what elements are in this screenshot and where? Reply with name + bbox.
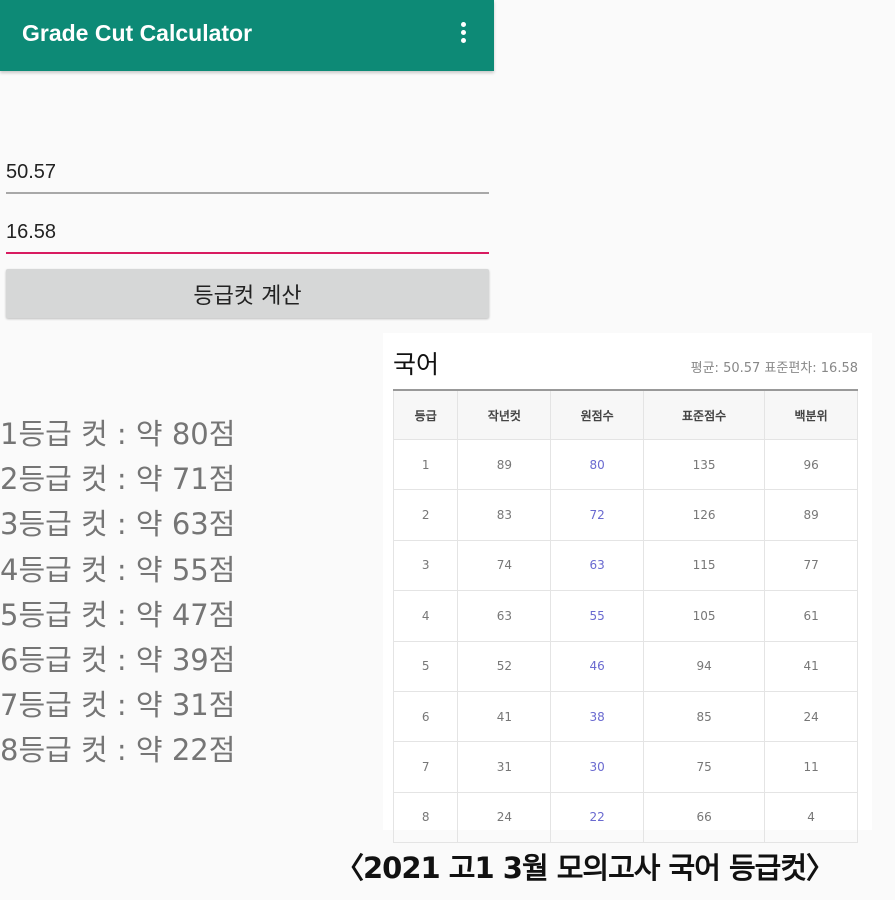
caption: 〈2021 고1 3월 모의고사 국어 등급컷〉 [335,851,835,885]
table-cell: 85 [643,690,766,743]
grade-table: 등급 작년컷 원점수 표준점수 백분위 1 89 80 135 96 2 83 72 126 89 3 74 6… [392,389,858,844]
app-title: Grade Cut Calculator [22,20,253,46]
more-vert-icon[interactable] [452,22,474,50]
table-cell: 1 [392,438,459,491]
app-bar: Grade Cut Calculator [0,0,494,71]
table-cell: 41 [764,640,858,692]
table-row: 7 31 30 75 11 [392,741,858,793]
mean-input[interactable] [6,152,489,194]
table-row: 6 41 38 85 24 [392,690,858,743]
table-cell: 74 [457,539,552,592]
stddev-input[interactable] [6,212,489,254]
result-line: 1등급 컷 : 약 80점 [0,417,236,451]
stats-text: 평균: 50.57 표준편차: 16.58 [690,361,858,376]
table-cell: 2 [392,489,459,541]
calculate-button[interactable]: 등급컷 계산 [6,269,489,318]
table-row: 3 74 63 115 77 [392,539,858,592]
result-line: 6등급 컷 : 약 39점 [0,643,236,678]
table-cell: 30 [550,741,645,793]
table-cell: 94 [643,640,766,692]
result-line: 8등급 컷 : 약 22점 [0,733,236,768]
table-cell: 46 [550,640,645,692]
table-cell: 72 [550,489,645,541]
table-cell: 135 [643,438,766,491]
reference-panel: 국어 평균: 50.57 표준편차: 16.58 등급 작년컷 원점수 표준점수 백분위… [383,333,872,844]
table-cell: 3 [392,539,459,592]
column-header: 백분위 [764,389,858,440]
table-row: 4 63 55 105 61 [392,590,858,642]
table-cell: 105 [643,590,766,642]
table-cell: 41 [457,690,552,743]
table-cell: 8 [392,791,459,844]
table-cell: 63 [550,539,645,592]
table-cell: 61 [764,590,858,642]
result-line: 4등급 컷 : 약 55점 [0,552,236,587]
table-cell: 77 [764,539,858,592]
table-cell: 63 [457,590,552,642]
table-cell: 4 [764,791,858,844]
table-cell: 89 [764,489,858,541]
table-cell: 5 [392,640,459,692]
column-header: 원점수 [550,389,645,440]
table-row: 2 83 72 126 89 [392,489,858,541]
results-list: 1등급 컷 : 약 80점 2등급 컷 : 약 71점 3등급 컷 : 약 63… [0,412,235,774]
table-cell: 55 [550,590,645,642]
table-row: 1 89 80 135 96 [392,438,858,491]
table-cell: 83 [457,489,552,541]
table-cell: 7 [392,741,459,793]
column-header: 등급 [392,389,459,440]
table-cell: 89 [457,438,552,491]
result-line: 7등급 컷 : 약 31점 [0,688,236,723]
table-cell: 66 [643,791,766,844]
table-cell: 38 [550,690,645,743]
table-cell: 52 [457,640,552,692]
result-line: 2등급 컷 : 약 71점 [0,462,236,497]
result-line: 5등급 컷 : 약 47점 [0,597,236,632]
subject-title: 국어 [393,350,440,379]
column-header: 작년컷 [457,389,552,440]
table-cell: 22 [550,791,645,844]
table-cell: 126 [643,489,766,541]
table-cell: 96 [764,438,858,491]
table-cell: 6 [392,690,459,743]
table-row: 8 24 22 66 4 [392,791,858,844]
header-row: 등급 작년컷 원점수 표준점수 백분위 [392,389,858,440]
table-row: 5 52 46 94 41 [392,640,858,692]
table-cell: 11 [764,741,858,793]
result-line: 3등급 컷 : 약 63점 [0,507,236,542]
column-header: 표준점수 [643,389,766,440]
table-cell: 24 [764,690,858,743]
table-cell: 31 [457,741,552,793]
table-cell: 75 [643,741,766,793]
table-cell: 80 [550,438,645,491]
table-cell: 24 [457,791,552,844]
table-cell: 115 [643,539,766,592]
table-cell: 4 [392,590,459,642]
